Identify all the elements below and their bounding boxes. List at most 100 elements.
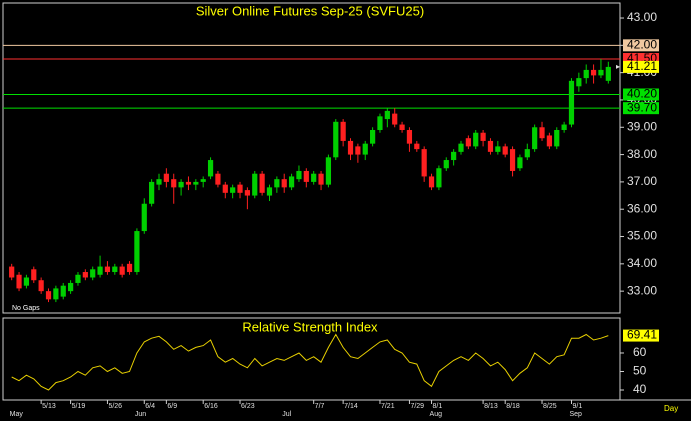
x-tick-label: 8/18 — [506, 403, 520, 410]
candle-body — [274, 179, 280, 188]
candle-body — [230, 187, 236, 193]
chart-title: Silver Online Futures Sep-25 (SVFU25) — [196, 3, 424, 18]
y-tick-label: 33.00 — [627, 283, 657, 297]
candle-body — [97, 266, 103, 275]
level-label-bg — [623, 102, 659, 115]
month-label: Sep — [569, 411, 582, 418]
candle-body — [554, 130, 560, 147]
candle-body — [392, 113, 398, 125]
candle-body — [546, 135, 552, 147]
candle-body — [487, 140, 494, 152]
candle-body — [421, 149, 427, 177]
candle-body — [443, 160, 449, 169]
candle-body — [451, 151, 457, 161]
candle-body — [200, 179, 206, 182]
candle-body — [318, 173, 324, 185]
candle-body — [288, 176, 295, 188]
candle-body — [193, 181, 199, 185]
candle-body — [355, 146, 361, 155]
candle-body — [259, 173, 265, 193]
candle-body — [428, 176, 435, 188]
candle-body — [75, 274, 81, 283]
x-tick-label: 7/14 — [344, 403, 358, 410]
x-tick-label: 6/9 — [167, 403, 177, 410]
x-tick-label: 6/4 — [145, 403, 155, 410]
candle-body — [605, 66, 611, 81]
candle-body — [414, 143, 420, 150]
y-tick-label: 37.00 — [627, 174, 657, 188]
candle-body — [458, 143, 464, 152]
y-tick-label: 50 — [633, 364, 647, 378]
x-tick-label: 6/16 — [204, 403, 218, 410]
candle-body — [347, 140, 354, 155]
x-tick-label: 8/1 — [433, 403, 443, 410]
candle-body — [465, 138, 471, 147]
month-label: Jul — [282, 411, 291, 418]
candle-body — [436, 168, 442, 188]
candle-body — [16, 274, 22, 289]
y-tick-label: 34.00 — [627, 256, 657, 270]
candle-body — [517, 157, 523, 169]
candle-body — [340, 121, 346, 141]
y-tick-label: 36.00 — [627, 201, 657, 215]
candle-body — [207, 160, 214, 177]
candle-body — [156, 179, 162, 185]
candle-body — [141, 203, 147, 232]
last-label: 41.21 — [627, 59, 657, 73]
note: No Gaps — [12, 305, 40, 312]
level-label-bg — [623, 39, 659, 52]
level-label: 39.70 — [627, 100, 657, 114]
level-label-bg — [623, 88, 659, 101]
candle-body — [370, 130, 376, 144]
level-label: 42.00 — [627, 38, 657, 52]
last-label: 69.41 — [627, 328, 657, 342]
candle-body — [60, 285, 66, 297]
candle-body — [532, 127, 538, 150]
candle-body — [215, 173, 221, 185]
candle-body — [45, 291, 52, 300]
month-label: May — [10, 411, 24, 418]
x-tick-label: 7/21 — [381, 403, 395, 410]
x-tick-label: 6/23 — [241, 403, 255, 410]
candle-body — [311, 173, 317, 182]
candle-body — [524, 149, 530, 158]
candle-body — [171, 179, 177, 188]
candle-body — [362, 143, 368, 155]
candle-body — [281, 179, 287, 188]
candle-body — [502, 146, 508, 155]
candle-body — [509, 149, 516, 171]
candle-body — [9, 266, 15, 278]
price-panel — [2, 2, 621, 314]
y-tick-label: 43.00 — [627, 10, 657, 24]
candle-body — [377, 116, 383, 131]
candle-body — [38, 280, 44, 292]
candle-body — [134, 231, 140, 273]
candle-body — [583, 69, 589, 79]
y-tick-label: 60 — [633, 345, 647, 359]
x-axis-label: Day — [664, 404, 678, 413]
candle-body — [112, 266, 118, 273]
candle-body — [539, 127, 545, 139]
candle-body — [266, 187, 273, 196]
last-label-bg — [623, 60, 659, 73]
candle-body — [252, 173, 258, 196]
rsi-title: Relative Strength Index — [242, 319, 378, 334]
y-tick-label: 35.00 — [627, 229, 657, 243]
candle-body — [399, 124, 405, 131]
candle-body — [178, 181, 184, 188]
last-price-arrow — [616, 64, 620, 69]
candle-body — [296, 170, 302, 180]
y-tick-label: 40 — [633, 382, 647, 396]
x-tick-label: 7/29 — [410, 403, 424, 410]
candle-body — [598, 69, 604, 76]
candle-body — [590, 69, 597, 76]
candle-body — [149, 181, 155, 204]
candle-body — [237, 184, 243, 193]
candle-body — [333, 121, 339, 158]
candle-body — [473, 132, 479, 147]
last-label-bg — [623, 329, 659, 342]
candle-body — [31, 269, 37, 281]
